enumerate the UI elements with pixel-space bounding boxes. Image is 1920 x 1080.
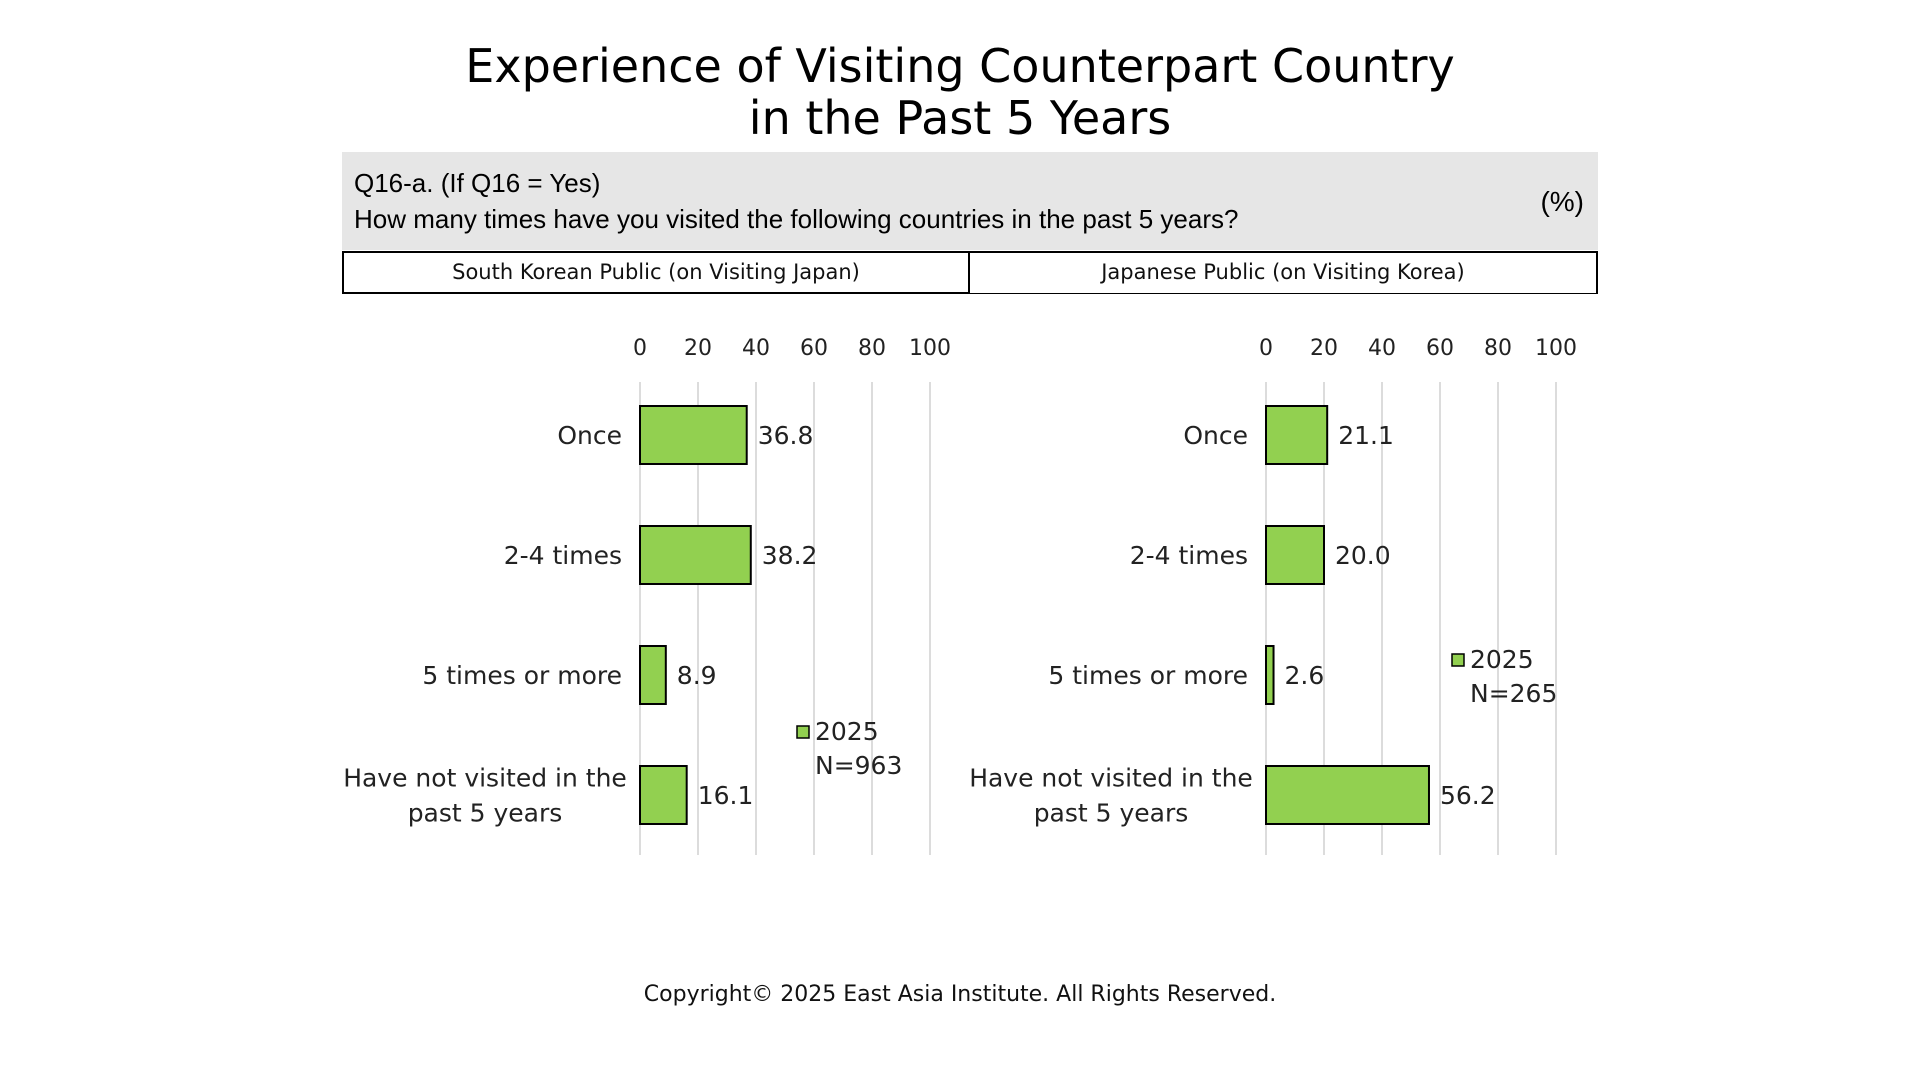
- legend-swatch: [1451, 653, 1465, 667]
- unit-label: (%): [1540, 186, 1584, 217]
- panel-header-japan: Japanese Public (on Visiting Korea): [968, 251, 1598, 294]
- bar-3: [639, 765, 688, 825]
- legend-note: N=265: [1470, 679, 1557, 708]
- category-label-2-0: 5 times or more: [1048, 661, 1248, 690]
- x-tick-label-20: 20: [684, 336, 712, 361]
- panel-header-south-korea: South Korean Public (on Visiting Japan): [342, 251, 970, 294]
- bar-chart-japan: 0 20 40 60 80 100 21.1 Once 20.0 2-4 times 2.6 5 ti…: [969, 336, 1577, 855]
- bar-2: [1265, 645, 1275, 705]
- category-label-0-0: Once: [1183, 421, 1248, 450]
- bar-2: [639, 645, 667, 705]
- x-tick-label-40: 40: [1368, 336, 1396, 361]
- category-label-1-0: 2-4 times: [1130, 541, 1248, 570]
- bar-0: [639, 405, 748, 465]
- bar-chart-south-korea: 0 20 40 60 80 100 36.8 Once 38.2 2-4 times 8.9 5 ti…: [343, 336, 951, 855]
- x-tick-label-100: 100: [1535, 336, 1577, 361]
- category-label-3-0: Have not visited in the: [969, 764, 1253, 793]
- x-tick-label-0: 0: [1259, 336, 1273, 361]
- bar-1: [639, 525, 752, 585]
- x-tick-label-80: 80: [1484, 336, 1512, 361]
- question-text: How many times have you visited the foll…: [354, 204, 1239, 234]
- chart-title: Experience of Visiting Counterpart Count…: [0, 40, 1920, 144]
- category-label-1-0: 2-4 times: [504, 541, 622, 570]
- category-label-0-0: Once: [557, 421, 622, 450]
- question-id: Q16-a. (If Q16 = Yes): [354, 168, 601, 198]
- x-tick-label-20: 20: [1310, 336, 1338, 361]
- legend-note: N=963: [815, 751, 902, 780]
- title-line-2: in the Past 5 Years: [748, 91, 1172, 145]
- x-tick-label-40: 40: [742, 336, 770, 361]
- value-label-1: 38.2: [762, 541, 818, 570]
- category-label-2-0: 5 times or more: [422, 661, 622, 690]
- value-label-2: 8.9: [677, 661, 717, 690]
- value-label-2: 2.6: [1285, 661, 1325, 690]
- value-label-1: 20.0: [1335, 541, 1391, 570]
- x-tick-label-0: 0: [633, 336, 647, 361]
- category-label-3-1: past 5 years: [408, 799, 563, 828]
- x-tick-label-80: 80: [858, 336, 886, 361]
- bar-1: [1265, 525, 1325, 585]
- category-label-3-1: past 5 years: [1034, 799, 1189, 828]
- bar-3: [1265, 765, 1430, 825]
- value-label-0: 21.1: [1338, 421, 1394, 450]
- title-line-1: Experience of Visiting Counterpart Count…: [465, 39, 1455, 93]
- copyright-notice: Copyright© 2025 East Asia Institute. All…: [643, 982, 1277, 1007]
- bar-0: [1265, 405, 1329, 465]
- legend-swatch: [796, 725, 810, 739]
- x-tick-label-100: 100: [909, 336, 951, 361]
- category-label-3-0: Have not visited in the: [343, 764, 627, 793]
- value-label-3: 16.1: [698, 781, 754, 810]
- legend-label: 2025: [1470, 645, 1534, 674]
- value-label-3: 56.2: [1440, 781, 1496, 810]
- x-tick-label-60: 60: [800, 336, 828, 361]
- question-box: Q16-a. (If Q16 = Yes) How many times hav…: [342, 152, 1598, 250]
- value-label-0: 36.8: [758, 421, 814, 450]
- x-tick-label-60: 60: [1426, 336, 1454, 361]
- legend-label: 2025: [815, 717, 879, 746]
